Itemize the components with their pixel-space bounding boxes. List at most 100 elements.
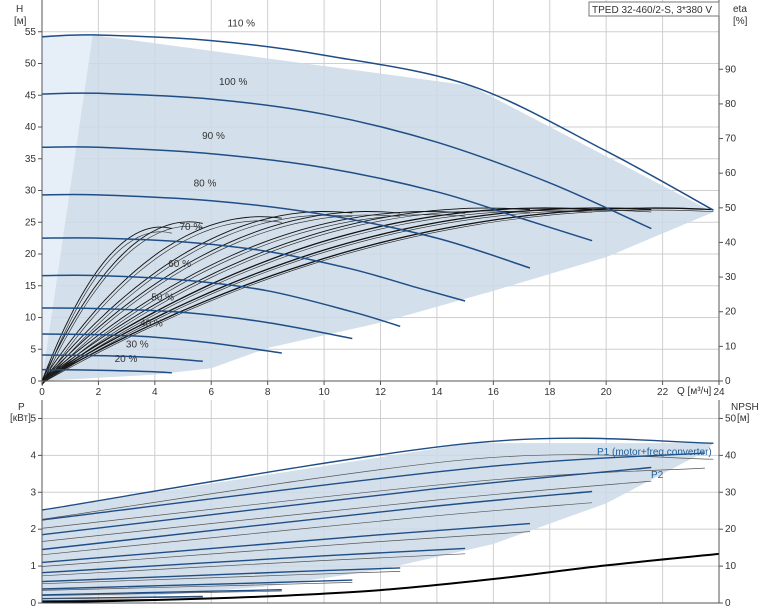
y-axis-unit-power: [кВт] xyxy=(10,413,31,424)
qh-curve xyxy=(41,193,531,269)
power-curve xyxy=(41,490,593,551)
power-curve xyxy=(41,547,466,574)
y-tick-label: 25 xyxy=(25,217,37,228)
x-tick-label: 2 xyxy=(96,387,102,398)
y-tick-label: 4 xyxy=(30,450,36,461)
power-curve xyxy=(41,466,652,536)
speed-label: 80 % xyxy=(194,179,217,190)
y2-tick-label: 10 xyxy=(725,341,737,352)
efficiency-curve xyxy=(41,207,714,382)
qh-curve xyxy=(41,307,353,340)
power-curve xyxy=(41,567,401,583)
efficiency-curve xyxy=(41,216,282,382)
qh-curve xyxy=(41,354,203,363)
y2-tick-label: 50 xyxy=(725,203,737,214)
power-p2-curve xyxy=(41,467,705,529)
series-label-p1: P1 (motor+freq.converter) xyxy=(597,447,712,458)
y2-tick-label: 0 xyxy=(725,376,731,387)
y2-tick-label: 20 xyxy=(725,524,737,535)
x-tick-label: 24 xyxy=(713,387,725,398)
y-tick-label: 3 xyxy=(30,487,36,498)
power-p2-curve xyxy=(41,596,203,600)
y2-tick-label: 50 xyxy=(725,413,737,424)
y2-tick-label: 30 xyxy=(725,272,737,283)
power-curve xyxy=(41,522,531,564)
qh-curve xyxy=(41,92,652,230)
head-efficiency-panel: 110 %100 %90 %80 %70 %60 %50 %40 %30 %20… xyxy=(25,0,737,398)
operating-region xyxy=(42,443,714,598)
efficiency-curve xyxy=(41,207,531,382)
efficiency-curve xyxy=(41,207,652,382)
low-flow-region xyxy=(42,34,93,382)
speed-label: 60 % xyxy=(168,259,191,270)
power-p2-curve xyxy=(41,531,531,567)
power-p2-curve xyxy=(41,571,401,585)
x-tick-label: 12 xyxy=(375,387,387,398)
y-tick-label: 5 xyxy=(30,344,36,355)
power-p2-curve xyxy=(41,590,282,597)
efficiency-curve xyxy=(41,221,203,382)
x-tick-label: 18 xyxy=(544,387,556,398)
y2-axis-label-eta: eta xyxy=(733,4,747,15)
power-curve xyxy=(41,595,203,600)
y2-tick-label: 20 xyxy=(725,307,737,318)
y-axis-unit-head: [м] xyxy=(14,16,27,27)
x-tick-label: 8 xyxy=(265,387,271,398)
y-tick-label: 2 xyxy=(30,524,36,535)
y2-axis-label-npsh: NPSH xyxy=(731,402,759,413)
power-p2-curve xyxy=(41,454,714,520)
y-tick-label: 1 xyxy=(30,561,36,572)
power-curve xyxy=(41,579,353,590)
efficiency-curve xyxy=(41,207,593,382)
qh-curve xyxy=(41,146,593,242)
x-tick-label: 4 xyxy=(152,387,158,398)
y-tick-label: 30 xyxy=(25,186,37,197)
qh-curve xyxy=(41,368,172,374)
y-tick-label: 15 xyxy=(25,281,37,292)
y-axis-label-power: P xyxy=(18,402,25,413)
efficiency-curve xyxy=(41,211,401,382)
y-tick-label: 20 xyxy=(25,249,37,260)
y2-tick-label: 80 xyxy=(725,99,737,110)
y-tick-label: 45 xyxy=(25,90,37,101)
y2-axis-unit-eta: [%] xyxy=(733,16,748,27)
qh-curve xyxy=(41,274,401,328)
efficiency-curve-secondary xyxy=(41,209,714,384)
speed-label: 50 % xyxy=(151,292,174,303)
y-axis-label-head: H xyxy=(16,4,23,15)
power-curve xyxy=(41,589,282,596)
chart-title: TPED 32-460/2-S, 3*380 V xyxy=(592,5,712,16)
x-tick-label: 20 xyxy=(601,387,613,398)
speed-label: 70 % xyxy=(180,222,203,233)
y-tick-label: 50 xyxy=(25,59,37,70)
power-p2-curve xyxy=(41,502,593,556)
power-p2-curve xyxy=(41,553,466,577)
efficiency-curve-secondary xyxy=(41,214,401,385)
y-tick-label: 0 xyxy=(30,598,36,609)
y-tick-label: 0 xyxy=(30,376,36,387)
efficiency-curve-secondary xyxy=(41,220,282,386)
power-p2-curve xyxy=(41,480,652,542)
x-tick-label: 22 xyxy=(657,387,669,398)
y2-tick-label: 90 xyxy=(725,64,737,75)
speed-label: 30 % xyxy=(126,339,149,350)
y-tick-label: 55 xyxy=(25,27,37,38)
power-curve xyxy=(41,452,705,521)
x-tick-label: 6 xyxy=(208,387,214,398)
power-p2-curve xyxy=(41,582,353,591)
efficiency-curve-secondary xyxy=(41,231,172,386)
y-tick-label: 10 xyxy=(25,313,37,324)
x-tick-label: 0 xyxy=(39,387,45,398)
efficiency-curve xyxy=(41,226,172,382)
speed-label: 100 % xyxy=(219,77,247,88)
efficiency-curve xyxy=(41,211,353,382)
y2-tick-label: 40 xyxy=(725,237,737,248)
y2-tick-label: 0 xyxy=(725,598,731,609)
efficiency-curve-secondary xyxy=(41,210,652,384)
speed-label: 110 % xyxy=(227,19,255,30)
efficiency-curve-secondary xyxy=(41,225,203,386)
y-tick-label: 5 xyxy=(30,413,36,424)
efficiency-curve-secondary xyxy=(41,214,353,385)
